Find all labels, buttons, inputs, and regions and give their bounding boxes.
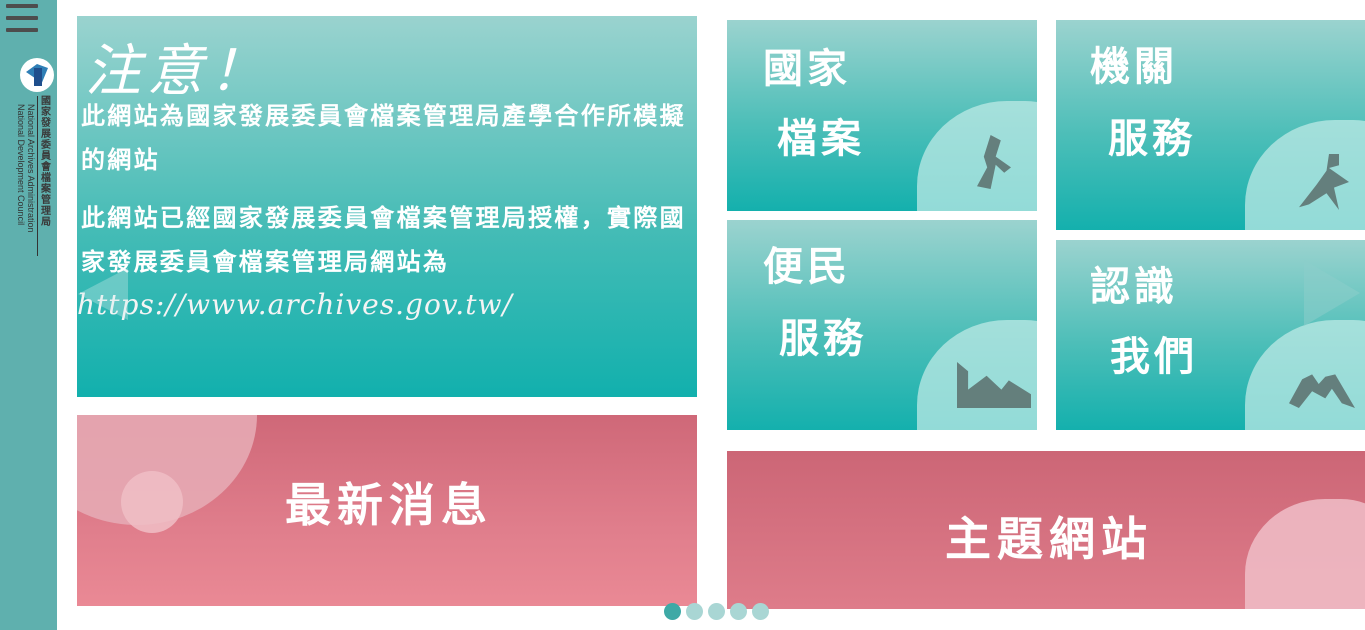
- decorative-blob: [1245, 499, 1365, 609]
- official-site-link[interactable]: https://www.archives.gov.tw/: [77, 288, 513, 321]
- latest-news-button[interactable]: 最新消息: [77, 415, 697, 606]
- chevron-right-icon[interactable]: [1300, 258, 1364, 328]
- card-title-line2: 檔案: [777, 115, 865, 162]
- card-title-line1: 便民: [763, 243, 851, 290]
- card-about-us[interactable]: 認識 我們: [1056, 240, 1365, 430]
- divider: [37, 96, 38, 256]
- decorative-blob: [1245, 320, 1365, 430]
- org-name-chinese: 國家發展委員會檔案管理局: [41, 96, 51, 228]
- decorative-blob: [1245, 120, 1365, 230]
- chevron-left-icon[interactable]: [72, 262, 132, 322]
- decorative-blob: [917, 320, 1037, 430]
- theme-websites-label: 主題網站: [945, 512, 1153, 566]
- card-public-services[interactable]: 便民 服務: [727, 220, 1037, 430]
- carousel-dot[interactable]: [752, 603, 769, 620]
- notice-slide: 注意！ 此網站為國家發展委員會檔案管理局產學合作所模擬的網站 此網站已經國家發展…: [77, 16, 697, 397]
- latest-news-label: 最新消息: [285, 478, 493, 532]
- sidebar: 國家發展委員會檔案管理局 National Archives Administr…: [0, 0, 57, 630]
- decorative-circle: [121, 471, 183, 533]
- card-agency-services[interactable]: 機關 服務: [1056, 20, 1365, 230]
- org-name-en-line2: National Development Council: [16, 104, 26, 226]
- carousel-dot[interactable]: [686, 603, 703, 620]
- carousel-pagination: [664, 603, 769, 620]
- org-name-en-line1: National Archives Administration: [26, 104, 36, 233]
- carousel-dot[interactable]: [708, 603, 725, 620]
- notice-paragraph-1: 此網站為國家發展委員會檔案管理局產學合作所模擬的網站: [81, 101, 686, 174]
- card-title-line1: 認識: [1090, 263, 1178, 310]
- theme-websites-button[interactable]: 主題網站: [727, 451, 1365, 609]
- org-name-english: National Archives Administration Nationa…: [14, 104, 36, 254]
- notice-title: 注意！: [85, 39, 271, 104]
- archives-logo[interactable]: [20, 58, 54, 92]
- card-title-line2: 服務: [779, 315, 867, 362]
- card-title-line2: 服務: [1108, 115, 1196, 162]
- carousel-dot[interactable]: [664, 603, 681, 620]
- carousel-dot[interactable]: [730, 603, 747, 620]
- card-title-line1: 國家: [763, 45, 851, 92]
- card-title-line1: 機關: [1090, 43, 1178, 90]
- hamburger-menu-icon[interactable]: [6, 4, 38, 38]
- card-title-line2: 我們: [1110, 333, 1198, 380]
- card-national-archives[interactable]: 國家 檔案: [727, 20, 1037, 211]
- decorative-blob: [917, 101, 1037, 211]
- notice-paragraph-2: 此網站已經國家發展委員會檔案管理局授權，實際國家發展委員會檔案管理局網站為: [81, 203, 686, 276]
